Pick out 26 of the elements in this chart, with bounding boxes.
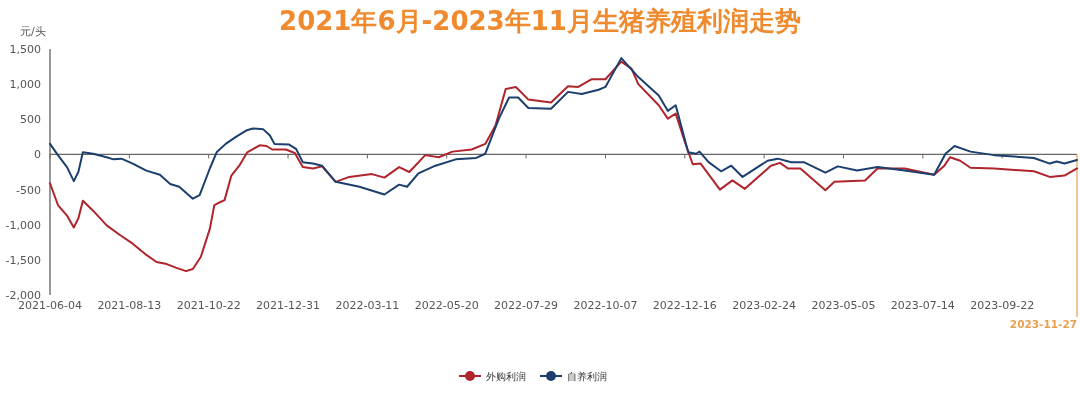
legend-label: 自养利润 xyxy=(567,371,607,382)
x-tick-label: 2021-12-31 xyxy=(256,299,321,312)
x-tick-label: 2023-02-24 xyxy=(732,299,797,312)
y-tick-label: 1,000 xyxy=(9,78,41,92)
legend-label: 外购利润 xyxy=(486,371,526,382)
x-tick-label: 2022-10-07 xyxy=(573,299,638,312)
y-tick-label: 0 xyxy=(34,148,41,162)
x-tick-label: 2021-10-22 xyxy=(176,299,241,312)
x-tick-label: 2022-03-11 xyxy=(335,299,400,312)
x-tick-label: 2023-05-05 xyxy=(811,299,876,312)
ref-line-label: 2023-11-27 xyxy=(1009,318,1077,330)
x-tick-label: 2023-09-22 xyxy=(970,299,1035,312)
y-axis-title: 元/头 xyxy=(20,25,46,38)
y-tick-label: -1,000 xyxy=(5,218,41,232)
x-tick-label: 2022-05-20 xyxy=(414,299,479,312)
y-tick-label: -1,500 xyxy=(5,253,41,267)
x-tick-label: 2023-07-14 xyxy=(890,299,955,312)
x-tick-label: 2021-08-13 xyxy=(97,299,162,312)
x-tick-label: 2022-07-29 xyxy=(494,299,559,312)
y-tick-label: -500 xyxy=(16,183,41,197)
x-tick-label: 2022-12-16 xyxy=(652,299,717,312)
line-series xyxy=(49,57,1078,200)
y-tick-label: 1,500 xyxy=(9,43,41,56)
chart-title: 2021年6月-2023年11月生猪养殖利润走势 xyxy=(279,6,801,36)
y-tick-label: 500 xyxy=(20,113,41,127)
line-series xyxy=(49,60,1078,273)
